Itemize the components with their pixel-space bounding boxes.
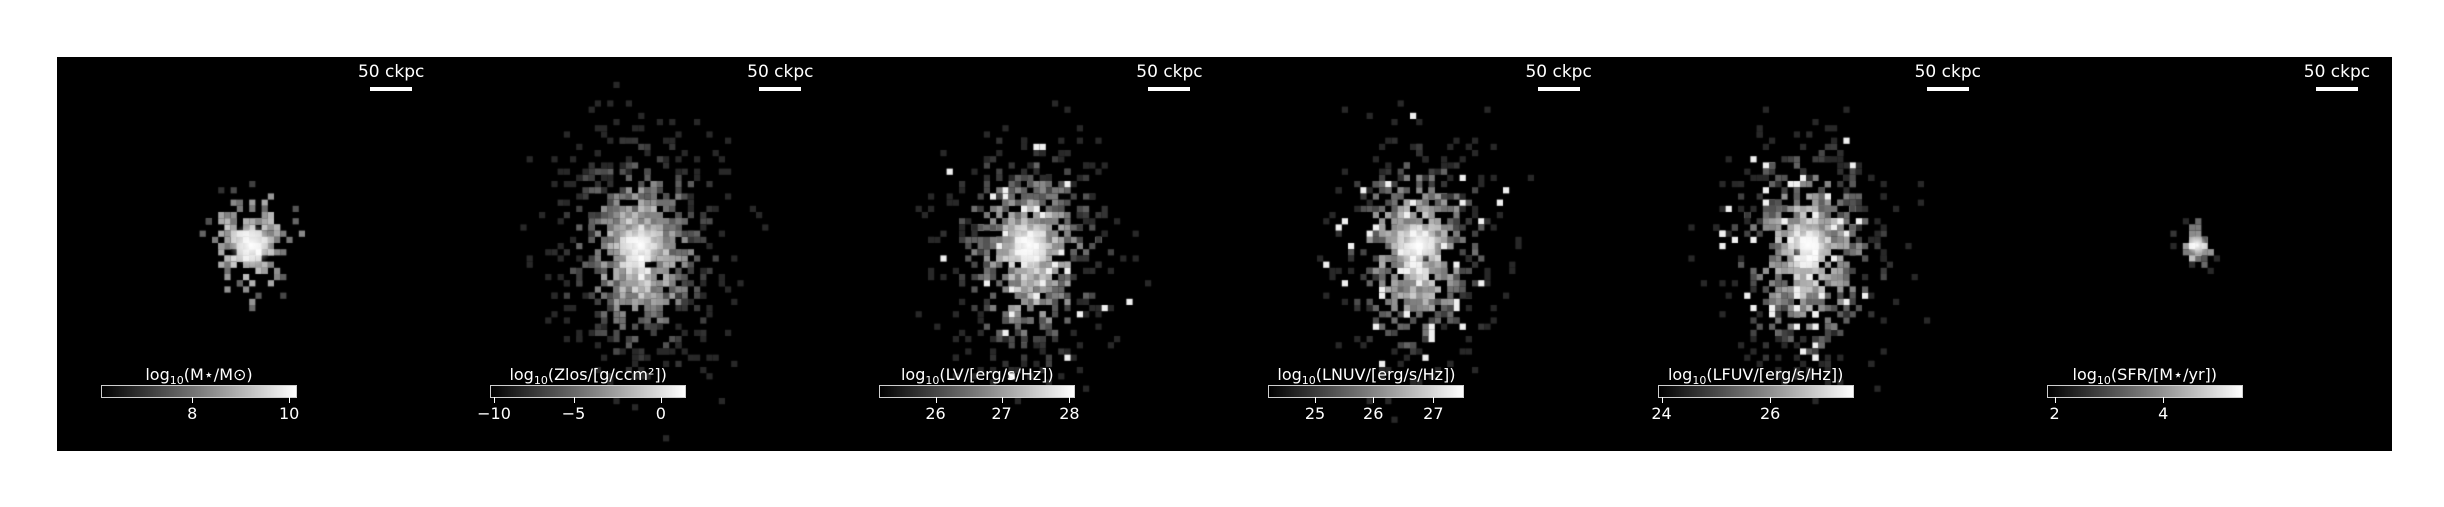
panel-metal: 50 ckpc log10(Zlos/[g/ccm²]) −10 −5 0 (446, 57, 836, 451)
colorbar-tick-label: 10 (278, 404, 300, 423)
colorbar-gradient (101, 385, 297, 398)
scale-bar: 50 ckpc (356, 62, 426, 91)
colorbar-tick-label: 27 (991, 404, 1012, 423)
panel-lfuv: 50 ckpc log10(LFUV/[erg/s/Hz]) 24 26 (1613, 57, 2003, 451)
scale-bar-label: 50 ckpc (1136, 62, 1203, 82)
colorbar-tick (1315, 397, 1317, 403)
colorbar-tick (573, 397, 575, 403)
panel-lnuv: 50 ckpc log10(LNUV/[erg/s/Hz]) 25 26 27 (1224, 57, 1614, 451)
colorbar-gradient (1268, 385, 1465, 398)
panel-sfr: 50 ckpc log10(SFR/[M⋆/yr]) 2 4 (2002, 57, 2392, 451)
scale-bar: 50 ckpc (1524, 62, 1594, 91)
colorbar-tick (1661, 397, 1663, 403)
colorbar-tick-label: 27 (1423, 404, 1444, 423)
colorbar-gradient (879, 385, 1076, 398)
scale-bar-line (1537, 87, 1580, 91)
colorbar-tick (1373, 397, 1375, 403)
scale-bar-line (2315, 87, 2358, 91)
scale-bar-line (1926, 87, 1969, 91)
colorbar-gradient (1657, 385, 1854, 398)
scale-bar-line (1148, 87, 1191, 91)
colorbar-label: log10(Zlos/[g/ccm²]) (509, 365, 667, 388)
scale-bar-label: 50 ckpc (747, 62, 814, 82)
colorbar-label: log10(SFR/[M⋆/yr]) (2072, 365, 2218, 388)
colorbar-tick-label: 25 (1304, 404, 1326, 423)
scale-bar: 50 ckpc (1913, 62, 1983, 91)
scale-bar: 50 ckpc (2302, 62, 2372, 91)
colorbar-tick-label: −5 (561, 404, 586, 423)
colorbar-tick (289, 397, 291, 403)
colorbar-tick-label: 2 (2049, 404, 2060, 423)
panel-mass: 50 ckpc log10(M⋆/M⊙) 8 10 (57, 57, 446, 451)
colorbar-tick-label: 28 (1059, 404, 1080, 423)
colorbar-tick-label: 24 (1651, 404, 1672, 423)
scale-bar-label: 50 ckpc (2303, 62, 2371, 82)
colorbar-label: log10(M⋆/M⊙) (145, 365, 253, 388)
colorbar-label: log10(LV/[erg/s/Hz]) (900, 365, 1054, 388)
scale-bar-label: 50 ckpc (1525, 62, 1592, 82)
scale-bar-line (759, 87, 802, 91)
colorbar-gradient (2046, 385, 2243, 398)
scale-bar: 50 ckpc (1134, 62, 1204, 91)
panel-lv: 50 ckpc log10(LV/[erg/s/Hz]) 26 27 28 (835, 57, 1225, 451)
colorbar-tick (2054, 397, 2056, 403)
colorbar-tick (192, 397, 194, 403)
colorbar-tick (2163, 397, 2165, 403)
colorbar-tick (660, 397, 662, 403)
colorbar-tick (1433, 397, 1435, 403)
colorbar-gradient (490, 385, 687, 398)
colorbar-label: log10(LFUV/[erg/s/Hz]) (1667, 365, 1844, 388)
colorbar-tick-label: 26 (1363, 404, 1384, 423)
image-strip: 50 ckpc log10(M⋆/M⊙) 8 10 50 ckpc log10(Zlos/… (57, 57, 2392, 451)
colorbar-tick (494, 397, 496, 403)
colorbar-tick (935, 397, 937, 403)
colorbar-tick-label: 8 (187, 404, 198, 423)
scale-bar-line (370, 87, 413, 91)
scale-bar-label: 50 ckpc (1914, 62, 1981, 82)
colorbar-tick-label: 26 (1759, 404, 1781, 423)
colorbar-tick (1069, 397, 1071, 403)
scale-bar-label: 50 ckpc (357, 62, 425, 82)
colorbar-tick-label: 4 (2158, 404, 2169, 423)
colorbar-tick-label: −10 (477, 404, 511, 423)
colorbar-tick-label: 26 (925, 404, 946, 423)
colorbar-label: log10(LNUV/[erg/s/Hz]) (1277, 365, 1456, 388)
colorbar-tick (1770, 397, 1772, 403)
colorbar-tick-label: 0 (655, 404, 666, 423)
scale-bar: 50 ckpc (745, 62, 815, 91)
colorbar-tick (1001, 397, 1003, 403)
